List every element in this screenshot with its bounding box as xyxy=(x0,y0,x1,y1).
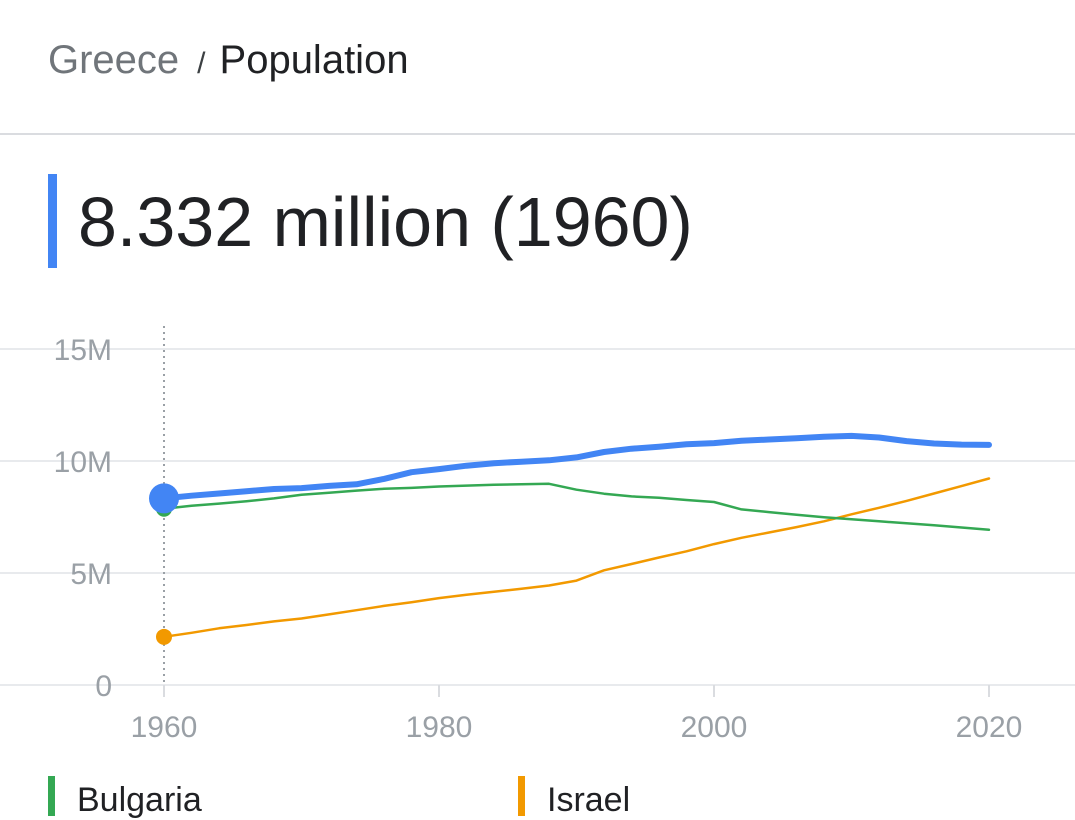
series-line-bulgaria[interactable] xyxy=(162,482,991,532)
y-tick-label-5m: 5M xyxy=(70,558,112,591)
headline-accent-bar xyxy=(48,174,57,268)
series-line-greece[interactable] xyxy=(161,432,992,502)
legend-swatch-bulgaria xyxy=(48,776,55,816)
x-tick-label-1980: 1980 xyxy=(406,711,473,744)
population-chart[interactable]: 0 5M 10M 15M 1960 1980 2000 2020 xyxy=(0,320,1075,776)
legend-label-israel: Israel xyxy=(547,781,631,819)
x-tick-label-2000: 2000 xyxy=(681,711,748,744)
legend-swatch-israel xyxy=(518,776,525,816)
y-tick-label-15m: 15M xyxy=(54,334,112,367)
breadcrumb-parent[interactable]: Greece xyxy=(48,38,180,82)
y-tick-label-10m: 10M xyxy=(54,446,112,479)
header-divider xyxy=(0,133,1075,135)
y-tick-label-0: 0 xyxy=(95,670,112,703)
breadcrumb: Greece / Population xyxy=(48,36,409,88)
series-line-israel[interactable] xyxy=(162,477,991,639)
breadcrumb-separator: / xyxy=(197,47,206,80)
series-marker-israel xyxy=(156,628,172,645)
legend-item-israel[interactable]: Israel xyxy=(518,776,630,819)
legend-item-bulgaria[interactable]: Bulgaria xyxy=(48,776,202,819)
legend-label-bulgaria: Bulgaria xyxy=(77,781,202,819)
breadcrumb-current: Population xyxy=(219,38,409,82)
headline-value: 8.332 million (1960) xyxy=(78,183,693,261)
x-tick-label-2020: 2020 xyxy=(956,711,1023,744)
x-tick-label-1960: 1960 xyxy=(131,711,198,744)
series-marker-greece xyxy=(149,483,179,514)
